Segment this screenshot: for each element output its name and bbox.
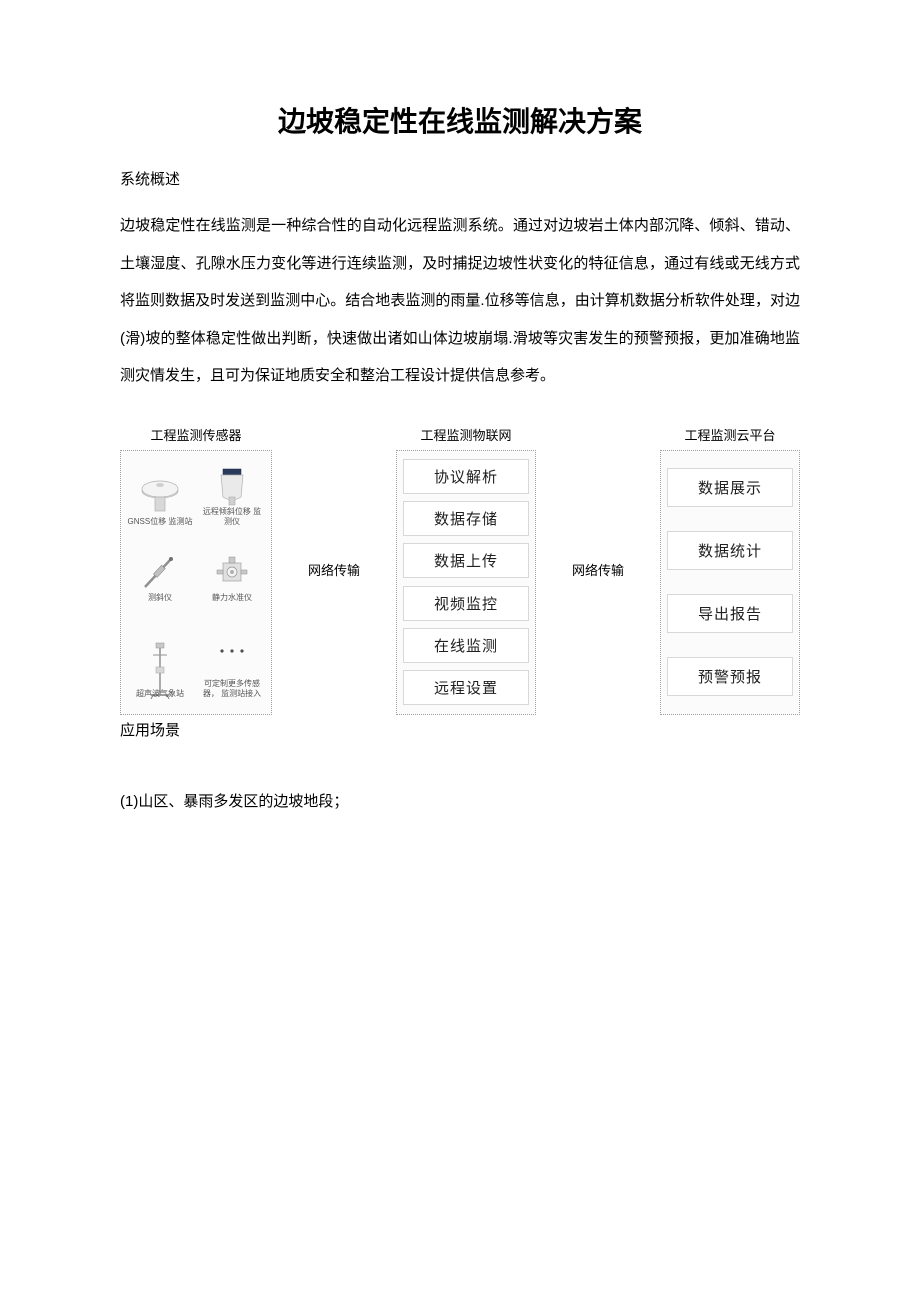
sensor-panel: GNSS位移 监测站 远程倾斜位移 监测仪 <box>120 450 272 715</box>
sensor-label: 远程倾斜位移 监测仪 <box>199 507 265 526</box>
sensor-inclinometer: 测斜仪 <box>127 533 193 603</box>
sensor-hydrostatic: 静力水准仪 <box>199 533 265 603</box>
iot-module-box: 数据存储 <box>403 501 529 536</box>
sensor-label: GNSS位移 监测站 <box>128 517 193 527</box>
sensor-label: 测斜仪 <box>148 593 172 603</box>
iot-panel: 协议解析 数据存储 数据上传 视频监控 在线监测 远程设置 <box>396 450 536 715</box>
tilt-monitor-icon <box>209 465 255 507</box>
diagram-col-title-iot: 工程监测物联网 <box>420 425 511 444</box>
diagram-column-sensors: 工程监测传感器 GNSS位移 监测站 <box>120 425 272 715</box>
diagram-column-iot: 工程监测物联网 协议解析 数据存储 数据上传 视频监控 在线监测 远程设置 <box>396 425 536 715</box>
hydrostatic-level-icon <box>209 551 255 593</box>
section-heading-overview: 系统概述 <box>120 168 800 189</box>
iot-module-box: 协议解析 <box>403 459 529 494</box>
section-heading-application: 应用场景 <box>120 719 800 740</box>
iot-module-box: 远程设置 <box>403 670 529 705</box>
page-title: 边坡稳定性在线监测解决方案 <box>120 100 800 140</box>
sensor-gnss: GNSS位移 监测站 <box>127 457 193 527</box>
diagram-column-cloud: 工程监测云平台 数据展示 数据统计 导出报告 预警预报 <box>660 425 800 715</box>
sensor-label: 静力水准仪 <box>212 593 252 603</box>
cloud-panel: 数据展示 数据统计 导出报告 预警预报 <box>660 450 800 715</box>
iot-module-box: 视频监控 <box>403 586 529 621</box>
sensor-label: 可定制更多传感器， 监测站接入 <box>199 679 265 698</box>
cloud-module-box: 导出报告 <box>667 594 793 633</box>
weather-station-icon <box>137 647 183 689</box>
sensor-tilt-remote: 远程倾斜位移 监测仪 <box>199 457 265 527</box>
cloud-module-box: 数据展示 <box>667 468 793 507</box>
diagram-col-title-sensors: 工程监测传感器 <box>150 425 241 444</box>
cloud-module-box: 预警预报 <box>667 657 793 696</box>
network-label-1: 网络传输 <box>306 560 362 579</box>
application-item-1: (1)山区、暴雨多发区的边坡地段； <box>120 790 800 811</box>
diagram-col-title-cloud: 工程监测云平台 <box>684 425 775 444</box>
iot-module-box: 在线监测 <box>403 628 529 663</box>
cloud-module-box: 数据统计 <box>667 531 793 570</box>
paragraph-overview: 边坡稳定性在线监测是一种综合性的自动化远程监测系统。通过对边坡岩土体内部沉降、倾… <box>120 207 800 395</box>
inclinometer-icon <box>137 551 183 593</box>
ellipsis-icon <box>209 623 255 679</box>
iot-module-box: 数据上传 <box>403 543 529 578</box>
gnss-antenna-icon <box>137 475 183 517</box>
sensor-custom: 可定制更多传感器， 监测站接入 <box>199 609 265 699</box>
system-diagram: 工程监测传感器 GNSS位移 监测站 <box>120 425 800 715</box>
sensor-label: 超声波气象站 <box>136 689 184 699</box>
sensor-weather: 超声波气象站 <box>127 609 193 699</box>
network-label-2: 网络传输 <box>570 560 626 579</box>
